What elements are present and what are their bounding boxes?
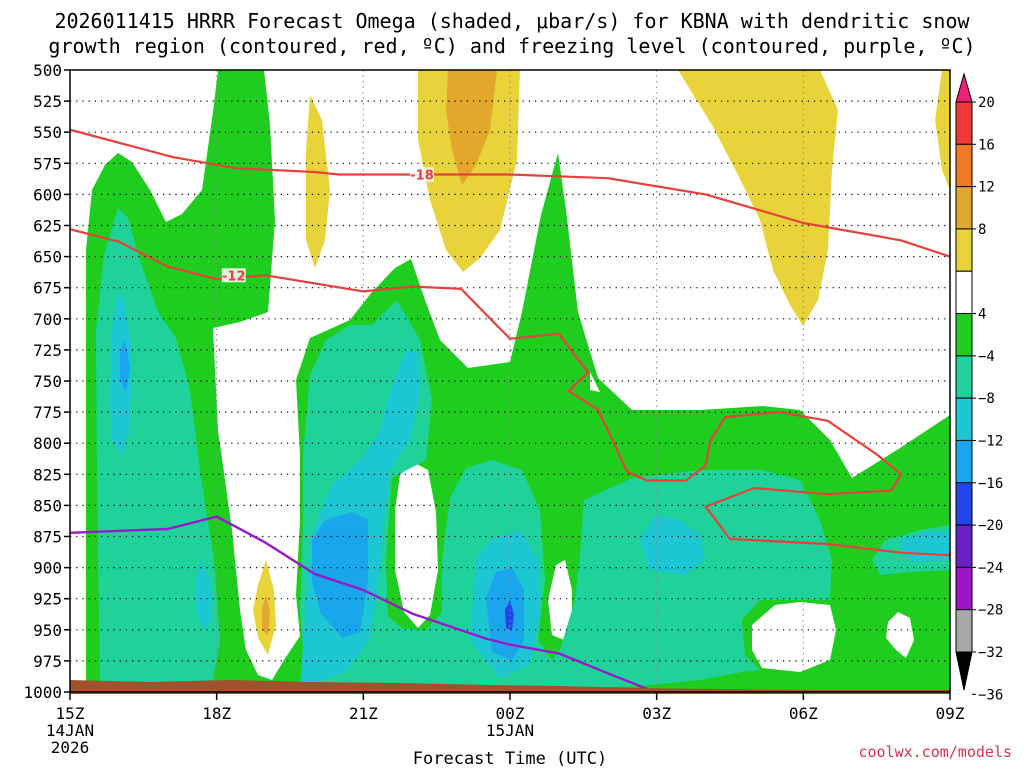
- y-tick-label: 675: [33, 279, 62, 298]
- colorbar-bin: [955, 609, 973, 653]
- colorbar-label: −8: [978, 391, 995, 407]
- x-tick-year-label: 2026: [51, 738, 90, 757]
- omega-neutral-hole-1: [395, 462, 438, 628]
- y-tick-label: 875: [33, 528, 62, 547]
- omega-neutral-hole-3: [752, 602, 836, 672]
- colorbar: 20 16 12 8 4 −4 −8 −12 −16 −20 −24 −28 −32 −36: [955, 72, 1003, 703]
- colorbar-label: −32: [978, 645, 1003, 661]
- y-tick-label: 525: [33, 92, 62, 111]
- y-tick-label: 500: [33, 61, 62, 80]
- omega-neutral-hole-5: [590, 372, 600, 392]
- grid-lines: [70, 70, 950, 692]
- x-tick-label: 21Z: [349, 704, 378, 723]
- colorbar-bin: [955, 566, 973, 611]
- x-tick-label: 18Z: [202, 704, 231, 723]
- colorbar-bin: [955, 397, 973, 441]
- x-tick-date-label: 15JAN: [486, 721, 534, 740]
- colorbar-bottom-arrow: [955, 651, 973, 691]
- colorbar-bin: [955, 101, 973, 145]
- colorbar-label: −24: [978, 560, 1003, 576]
- terrain-band: [70, 680, 950, 694]
- y-tick-label: 600: [33, 185, 62, 204]
- omega-positive-area-2: [446, 70, 497, 185]
- omega-negative-area-12: [312, 512, 368, 638]
- y-tick-label: 700: [33, 310, 62, 329]
- x-axis-label: Forecast Time (UTC): [413, 749, 607, 768]
- chart-title-line-2: growth region (contoured, red, ºC) and f…: [48, 34, 975, 58]
- y-tick-label: 925: [33, 590, 62, 609]
- colorbar-label: −20: [978, 518, 1003, 534]
- x-tick-date-label: 14JAN: [46, 721, 94, 740]
- y-tick-label: 625: [33, 217, 62, 236]
- omega-negative-area-13: [486, 568, 524, 660]
- freezing-level-contour: [70, 515, 653, 692]
- contour-label-background: [410, 167, 434, 182]
- y-axis: 500 525 550 575 600 625 650 675 700 725 750 775 800 8…: [23, 61, 70, 702]
- dgz-contour--12: [70, 228, 950, 557]
- omega-neutral-hole-2: [548, 560, 572, 640]
- colorbar-label: 12: [978, 180, 995, 196]
- colorbar-bin: [955, 313, 973, 357]
- colorbar-label: −28: [978, 603, 1003, 619]
- omega-positive-area-7: [262, 595, 270, 635]
- colorbar-bin: [955, 270, 973, 315]
- x-tick-label: 09Z: [936, 704, 965, 723]
- omega-negative-area-3: [300, 300, 832, 690]
- omega-positive-area-4: [678, 70, 838, 326]
- x-tick-label: 03Z: [642, 704, 671, 723]
- y-tick-label: 575: [33, 154, 62, 173]
- contour-label-background: [221, 268, 246, 283]
- colorbar-label: 20: [978, 95, 995, 111]
- y-tick-label: 550: [33, 123, 62, 142]
- colorbar-bin: [955, 186, 973, 230]
- y-tick-label: 950: [33, 621, 62, 640]
- contour-label: -12: [222, 269, 246, 284]
- dgz-contour--18: [70, 128, 950, 258]
- omega-positive-area-5: [935, 70, 950, 190]
- colorbar-label: −36: [978, 687, 1003, 703]
- colorbar-bin: [955, 143, 973, 188]
- omega-positive-area-3: [306, 95, 330, 268]
- colorbar-bin: [955, 524, 973, 568]
- colorbar-bin: [955, 482, 973, 526]
- y-tick-label: 825: [33, 465, 62, 484]
- colorbar-label: −4: [978, 349, 995, 365]
- contour-label: -18: [410, 168, 434, 183]
- colorbar-label: 16: [978, 137, 995, 153]
- colorbar-top-arrow: [955, 72, 973, 103]
- y-tick-label: 750: [33, 372, 62, 391]
- y-tick-label: 800: [33, 434, 62, 453]
- colorbar-bin: [955, 355, 973, 399]
- y-tick-label: 725: [33, 341, 62, 360]
- colorbar-label: 4: [978, 307, 986, 323]
- y-tick-label: 1000: [23, 683, 62, 702]
- omega-negative-area-6: [196, 560, 212, 630]
- y-tick-label: 975: [33, 652, 62, 671]
- x-tick-label: 06Z: [789, 704, 818, 723]
- contour-lines: -18 -12: [70, 128, 950, 692]
- colorbar-bin: [955, 439, 973, 484]
- colorbar-label: −12: [978, 433, 1003, 449]
- y-tick-label: 850: [33, 496, 62, 515]
- credit-text: coolwx.com/models: [858, 743, 1012, 761]
- chart-title-line-1: 2026011415 HRRR Forecast Omega (shaded, …: [54, 9, 970, 33]
- colorbar-bin: [955, 228, 973, 272]
- omega-negative-area-11: [120, 340, 130, 392]
- x-tick-label: 00Z: [496, 704, 525, 723]
- colorbar-label: −16: [978, 476, 1003, 492]
- y-tick-label: 775: [33, 403, 62, 422]
- y-tick-label: 650: [33, 248, 62, 267]
- omega-neutral-hole-4: [886, 612, 914, 658]
- x-tick-label: 15Z: [56, 704, 85, 723]
- y-tick-label: 900: [33, 559, 62, 578]
- colorbar-label: 8: [978, 222, 986, 238]
